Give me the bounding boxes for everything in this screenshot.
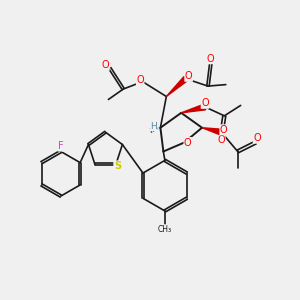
Polygon shape bbox=[202, 128, 222, 135]
Text: O: O bbox=[184, 138, 192, 148]
Text: O: O bbox=[201, 98, 209, 108]
Text: O: O bbox=[185, 71, 193, 81]
Text: S: S bbox=[114, 161, 121, 171]
Text: O: O bbox=[102, 60, 109, 70]
Text: H: H bbox=[151, 122, 157, 131]
Text: F: F bbox=[58, 141, 64, 151]
Text: O: O bbox=[253, 133, 261, 143]
Text: O: O bbox=[136, 75, 144, 85]
Text: O: O bbox=[218, 136, 225, 146]
Polygon shape bbox=[181, 104, 206, 113]
Polygon shape bbox=[166, 77, 188, 97]
Text: O: O bbox=[220, 125, 227, 135]
Text: CH₃: CH₃ bbox=[158, 225, 172, 234]
Text: O: O bbox=[206, 54, 214, 64]
